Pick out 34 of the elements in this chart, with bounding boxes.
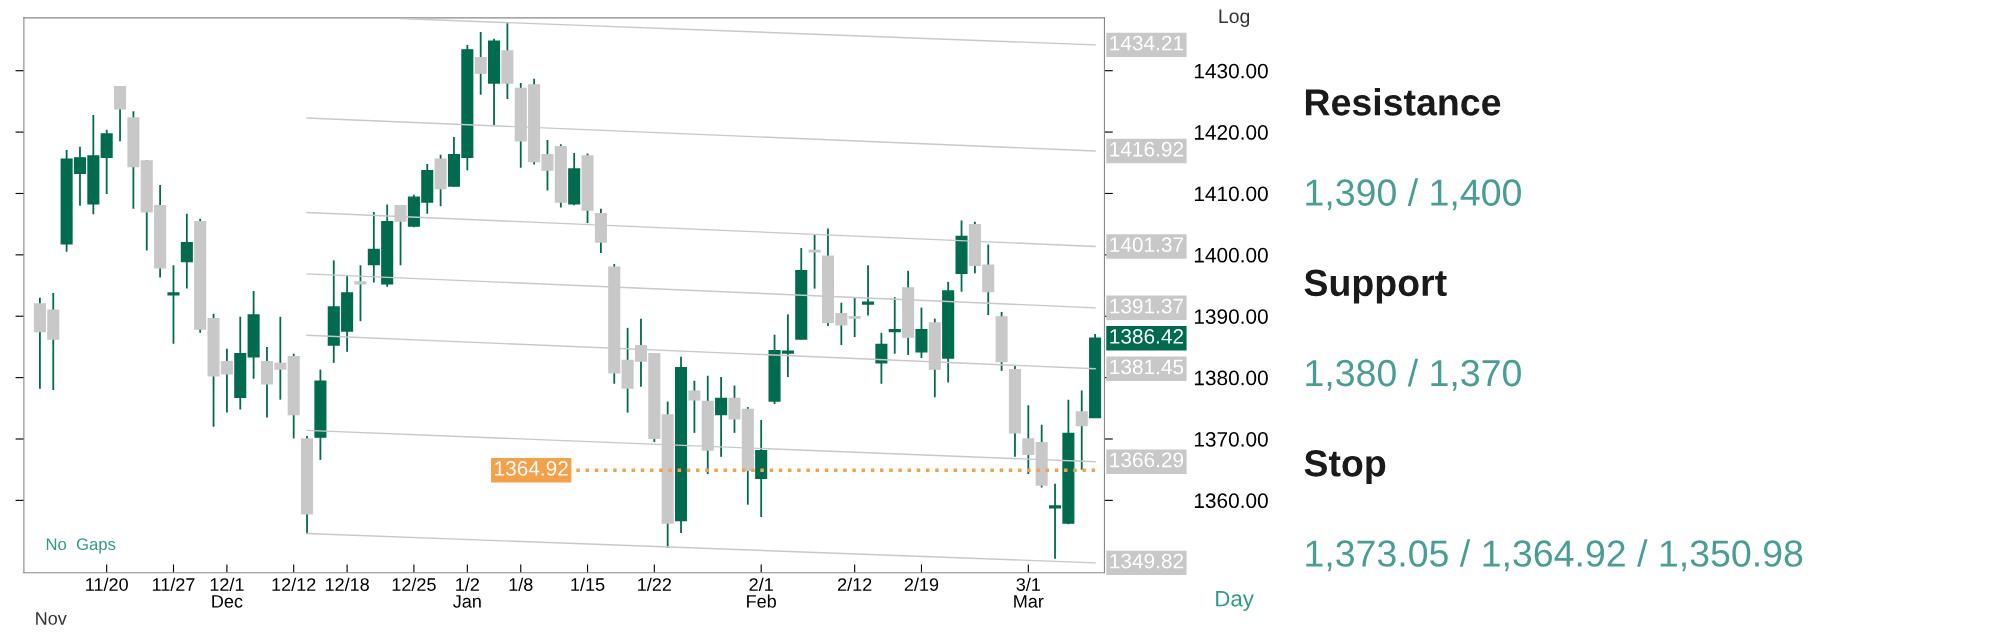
- text: 1386.42: [1110, 329, 1184, 344]
- x-tick-label: 2/12: [838, 577, 872, 591]
- x-tick-label: 12/12: [272, 577, 316, 591]
- text: Support: [1304, 269, 1447, 304]
- x-tick-label: 11/27: [152, 577, 195, 591]
- y-tick-label: 1390.00: [1194, 309, 1268, 324]
- x-tick-label: 1/15: [571, 577, 605, 591]
- text: 1,380 / 1,370: [1306, 358, 1521, 391]
- text: Nov: [36, 612, 67, 625]
- y-tick-label: 1370.00: [1194, 431, 1268, 447]
- x-tick-label: 2/1 Feb: [747, 577, 776, 608]
- y-tick-label: 1400.00: [1194, 247, 1268, 263]
- x-tick-label: 12/18: [325, 577, 369, 591]
- y-tick-label: 1410.00: [1194, 186, 1268, 202]
- data-label: 1364.92: [495, 461, 568, 476]
- text: Resistance: [1305, 88, 1501, 116]
- y-tick-label: 1360.00: [1194, 493, 1268, 509]
- text: Log: [1219, 9, 1250, 27]
- text: 1,373.05 / 1,364.92 / 1,350.98: [1306, 539, 1803, 572]
- x-tick-label: 2/19: [904, 577, 939, 591]
- x-tick-label: 1/2 Jan: [453, 577, 481, 608]
- text: Day: [1216, 591, 1254, 611]
- annotation: No Gaps: [46, 538, 116, 554]
- x-tick-label: 1/22: [638, 577, 671, 591]
- text: Stop: [1304, 450, 1386, 485]
- x-tick-label: 11/20: [86, 577, 128, 591]
- y-tick-label: 1430.00: [1194, 63, 1268, 79]
- y-tick-label: 1380.00: [1194, 370, 1268, 386]
- x-tick-label: 12/25: [392, 577, 436, 591]
- x-tick-label: 12/1 Dec: [210, 577, 244, 608]
- x-tick-label: 3/1 Mar: [1014, 577, 1044, 608]
- text: 1,390 / 1,400: [1306, 178, 1521, 211]
- x-tick-label: 1/8: [509, 577, 533, 591]
- y-tick-label: 1420.00: [1194, 125, 1268, 140]
